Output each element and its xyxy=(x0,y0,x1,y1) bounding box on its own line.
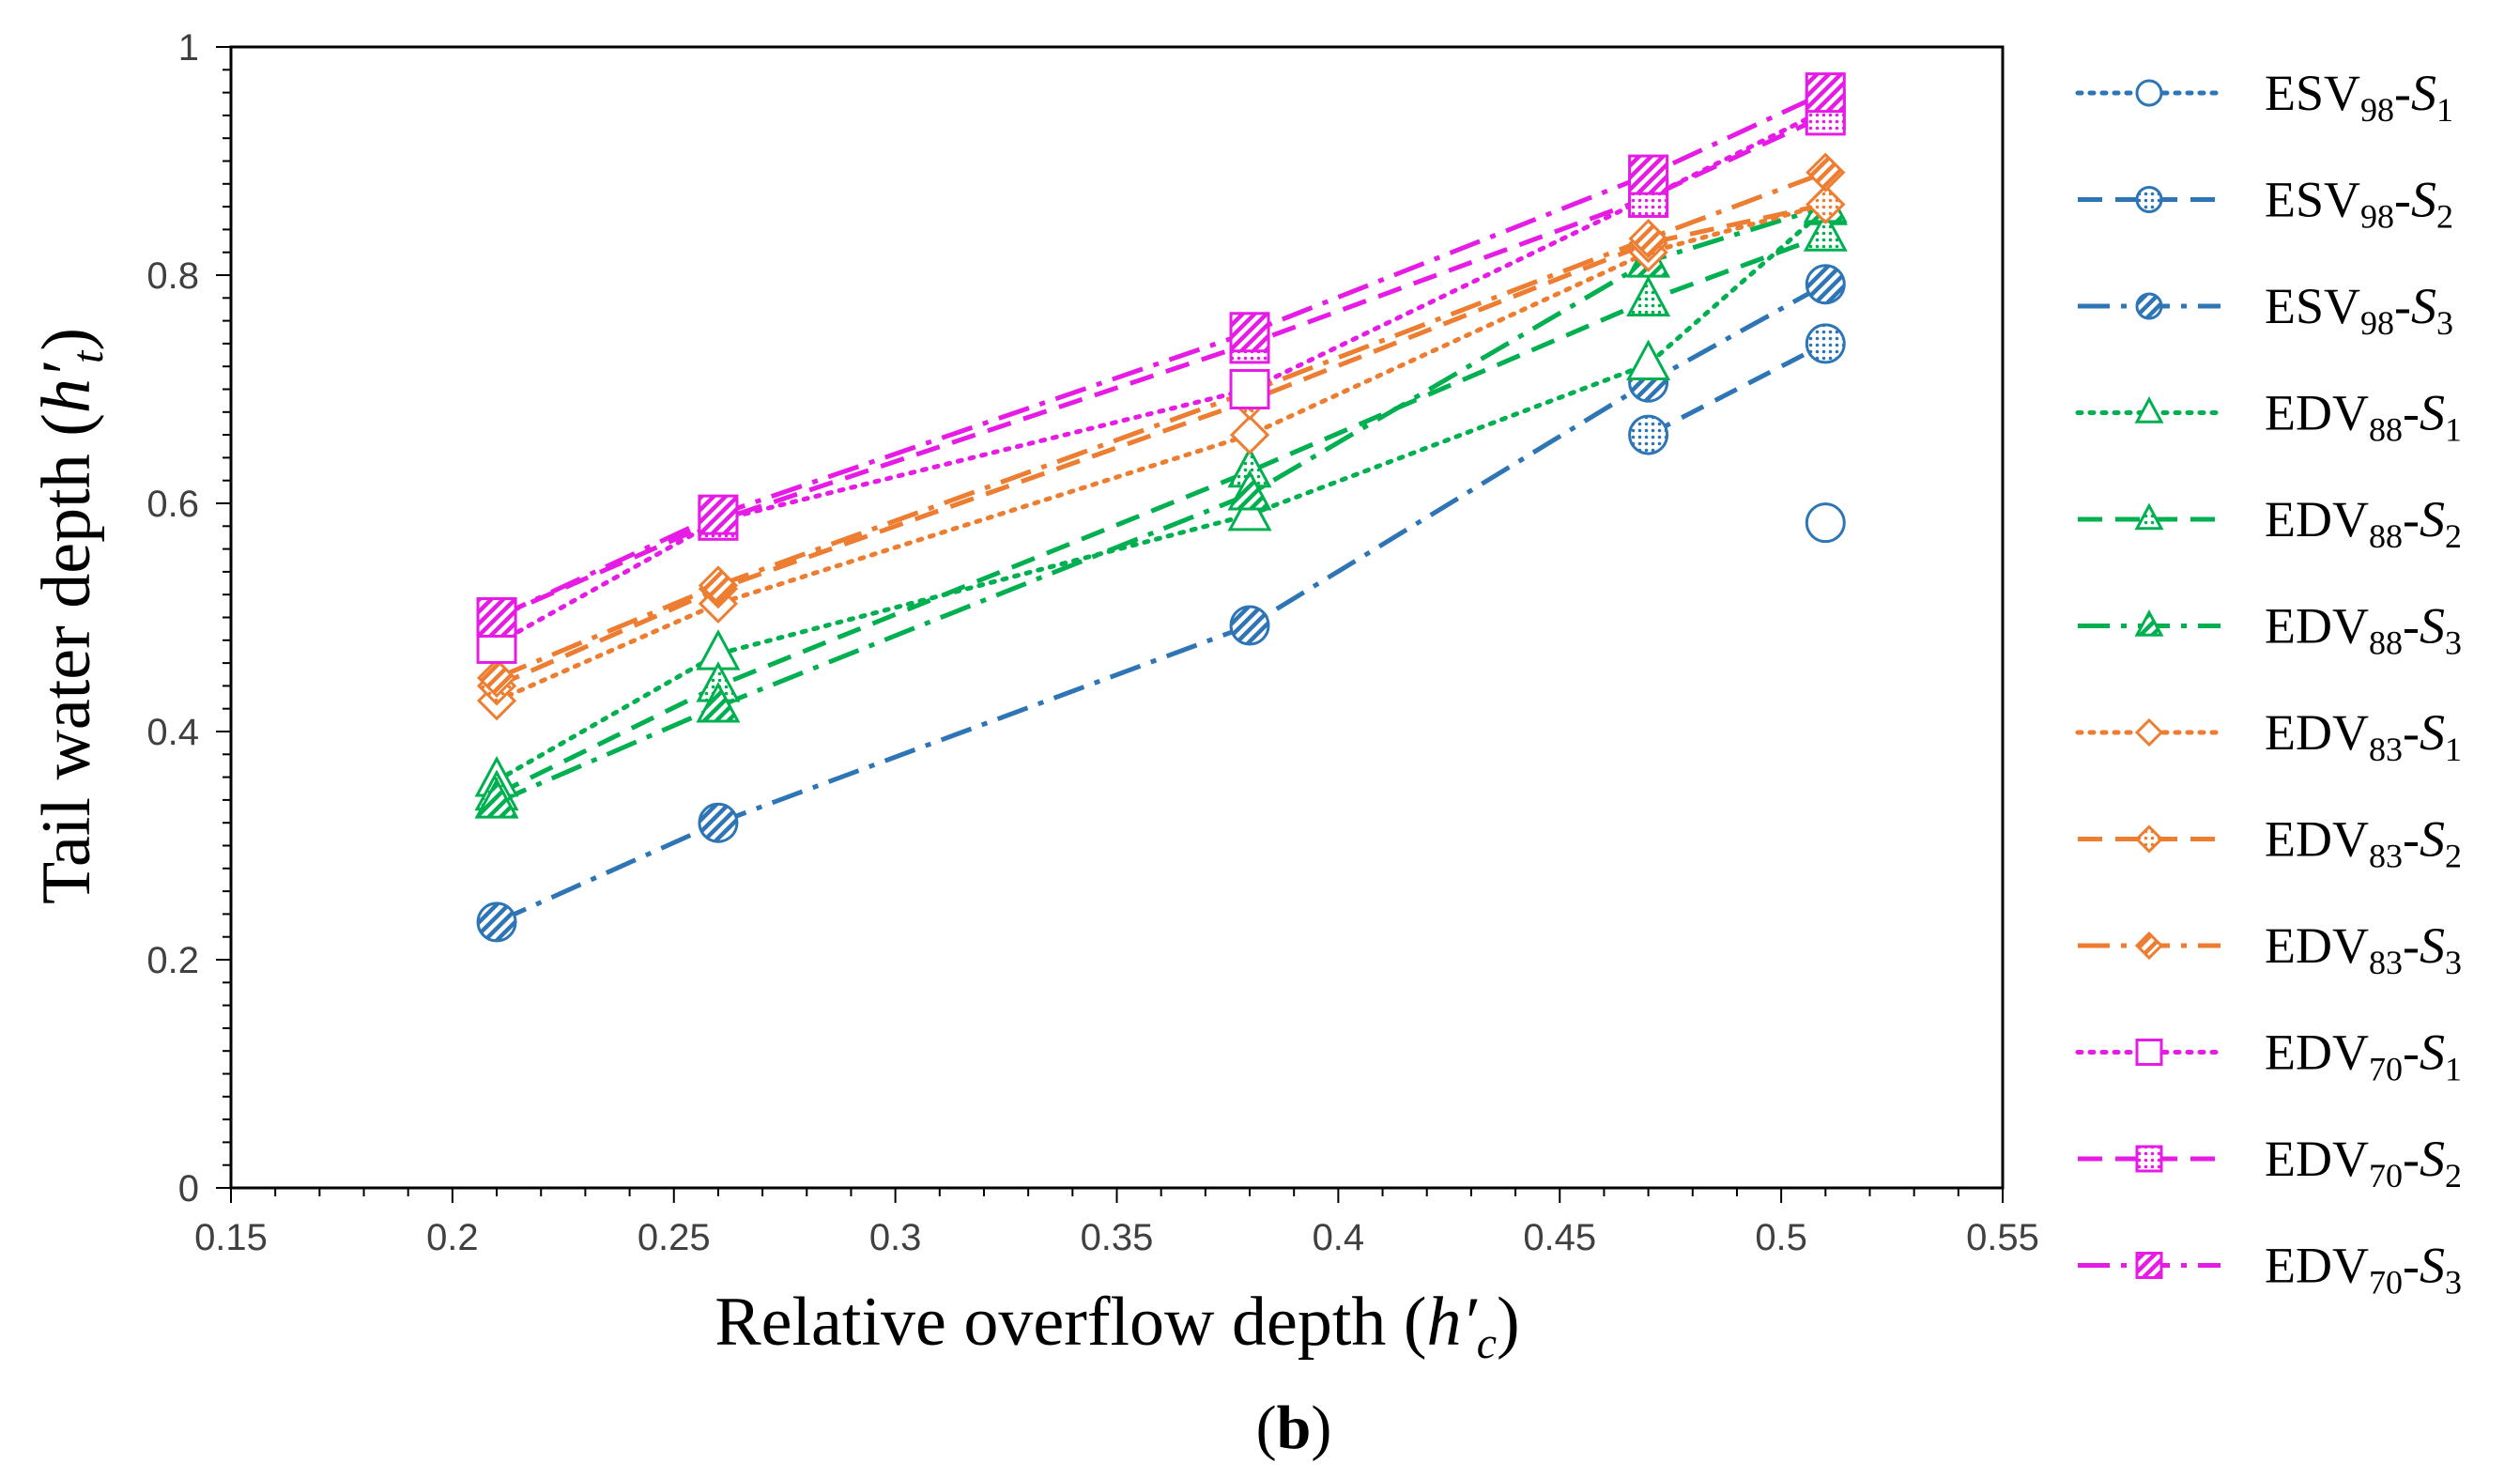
data-point-edv88-s3 xyxy=(1227,470,1272,511)
x-axis-ticks xyxy=(230,1188,2004,1203)
legend-label: EDV83-S2 xyxy=(2265,811,2462,875)
data-point-edv88-s1 xyxy=(1227,489,1272,532)
legend-marker xyxy=(2134,824,2164,854)
data-point-edv88-s2 xyxy=(1803,210,1848,252)
x-tick-label: 0.25 xyxy=(638,1217,711,1258)
y-axis-title-text: Tail water depth xyxy=(28,454,105,904)
series-markers xyxy=(474,72,1848,943)
legend-marker xyxy=(2134,609,2164,637)
data-point-esv98-s1 xyxy=(1805,502,1846,544)
data-point-edv88-s1 xyxy=(1626,339,1671,381)
data-point-edv83-s3 xyxy=(1628,218,1668,259)
legend-label: EDV83-S3 xyxy=(2265,917,2462,981)
legend-label: EDV83-S1 xyxy=(2265,704,2462,768)
x-tick-label: 0.2 xyxy=(426,1217,479,1258)
y-tick-label: 0.6 xyxy=(146,484,199,525)
data-point-edv83-s3 xyxy=(698,565,739,606)
y-tick-label: 1 xyxy=(178,27,199,69)
legend-marker xyxy=(2134,396,2164,424)
legend-marker xyxy=(2135,1145,2163,1173)
y-tick-label: 0.8 xyxy=(146,255,199,297)
data-point-edv70-s3 xyxy=(698,494,739,535)
data-point-edv83-s2 xyxy=(1805,184,1846,224)
figure-caption: (b) xyxy=(1256,1394,1332,1462)
x-axis-title: Relative overflow depth (h′c) xyxy=(715,1284,1519,1368)
data-point-edv88-s2 xyxy=(1626,275,1671,316)
data-point-edv70-s3 xyxy=(1229,312,1270,353)
data-point-esv98-s3 xyxy=(698,802,739,843)
legend-label: EDV88-S3 xyxy=(2265,598,2462,662)
x-tick-label: 0.3 xyxy=(869,1217,922,1258)
y-tick-label: 0.4 xyxy=(146,712,199,753)
data-point-esv98-s2 xyxy=(1805,323,1846,364)
y-tick-label: 0.2 xyxy=(146,940,199,981)
data-point-edv83-s3 xyxy=(476,657,517,699)
legend-label: ESV98-S3 xyxy=(2265,278,2453,342)
legend-label: EDV88-S1 xyxy=(2265,385,2462,449)
data-point-esv98-s3 xyxy=(1229,605,1270,646)
x-axis-title-symbol: h′ xyxy=(1427,1284,1479,1361)
legend-item-edv70-s2: EDV70-S2 xyxy=(2078,1131,2462,1194)
data-point-edv70-s1 xyxy=(1229,369,1270,409)
legend-item-esv98-s2: ESV98-S2 xyxy=(2078,172,2453,236)
legend-label: EDV70-S2 xyxy=(2265,1131,2462,1194)
data-point-esv98-s2 xyxy=(1628,414,1669,455)
legend: ESV98-S1 ESV98-S2 ESV98-S3 EDV88-S1 EDV88-S2… xyxy=(2075,65,2462,1302)
legend-label: EDV88-S2 xyxy=(2265,491,2462,555)
legend-marker xyxy=(2135,1039,2163,1066)
legend-item-edv83-s2: EDV83-S2 xyxy=(2078,811,2462,875)
x-axis-title-subscript: c xyxy=(1477,1318,1497,1368)
caption-letter: b xyxy=(1277,1394,1312,1462)
data-point-edv70-s3 xyxy=(1628,154,1669,195)
legend-marker xyxy=(2134,502,2164,531)
caption-close-paren: ) xyxy=(1311,1394,1331,1462)
legend-item-edv83-s1: EDV83-S1 xyxy=(2075,704,2462,768)
x-tick-label: 0.55 xyxy=(1966,1217,2039,1258)
legend-marker xyxy=(2134,931,2164,961)
legend-label: EDV70-S1 xyxy=(2265,1025,2462,1088)
series-line-esv98-s2 xyxy=(1647,341,1827,438)
legend-label: ESV98-S2 xyxy=(2265,172,2453,236)
y-axis-ticks xyxy=(216,46,231,1189)
y-tick-label: 0 xyxy=(178,1168,199,1209)
y-axis-tick-labels: 0 0.2 0.4 0.6 0.8 1 xyxy=(146,27,199,1209)
data-point-edv88-s3 xyxy=(474,778,519,819)
x-tick-label: 0.45 xyxy=(1523,1217,1596,1258)
data-point-esv98-s3 xyxy=(1805,264,1846,305)
x-tick-label: 0.5 xyxy=(1755,1217,1807,1258)
legend-item-edv88-s1: EDV88-S1 xyxy=(2075,385,2462,449)
legend-item-esv98-s1: ESV98-S1 xyxy=(2075,65,2453,129)
y-axis-title-subscript: t xyxy=(63,349,113,363)
legend-item-edv83-s3: EDV83-S3 xyxy=(2078,917,2462,981)
legend-item-edv70-s3: EDV70-S3 xyxy=(2078,1238,2462,1302)
y-axis-title: Tail water depth (h′t) xyxy=(28,328,113,904)
legend-item-edv88-s3: EDV88-S3 xyxy=(2078,598,2462,662)
x-axis-tick-labels: 0.15 0.2 0.25 0.3 0.35 0.4 0.45 0.5 0.55 xyxy=(194,1217,2039,1258)
data-point-esv98-s3 xyxy=(476,901,517,943)
legend-marker xyxy=(2135,186,2163,213)
x-tick-label: 0.15 xyxy=(194,1217,268,1258)
series-line-edv88-s3 xyxy=(496,204,1827,805)
data-point-edv83-s3 xyxy=(1805,152,1846,193)
x-axis-title-text: Relative overflow depth xyxy=(715,1284,1386,1361)
legend-marker xyxy=(2134,717,2164,747)
legend-item-edv88-s2: EDV88-S2 xyxy=(2078,491,2462,555)
x-tick-label: 0.4 xyxy=(1313,1217,1365,1258)
series-line-edv88-s2 xyxy=(495,233,1827,797)
legend-label: EDV70-S3 xyxy=(2265,1238,2462,1302)
caption-open-paren: ( xyxy=(1256,1394,1277,1462)
data-point-edv70-s3 xyxy=(476,597,517,638)
x-tick-label: 0.35 xyxy=(1081,1217,1154,1258)
legend-marker xyxy=(2135,79,2163,107)
legend-label: ESV98-S1 xyxy=(2265,65,2453,129)
legend-item-esv98-s3: ESV98-S3 xyxy=(2078,278,2453,342)
legend-marker xyxy=(2135,1252,2163,1279)
data-point-edv70-s3 xyxy=(1805,72,1846,114)
data-point-edv88-s3 xyxy=(696,682,741,723)
legend-item-edv70-s1: EDV70-S1 xyxy=(2075,1025,2462,1088)
data-point-edv83-s1 xyxy=(1229,414,1270,455)
y-axis-title-symbol: h′ xyxy=(28,362,105,413)
legend-marker xyxy=(2135,292,2163,320)
